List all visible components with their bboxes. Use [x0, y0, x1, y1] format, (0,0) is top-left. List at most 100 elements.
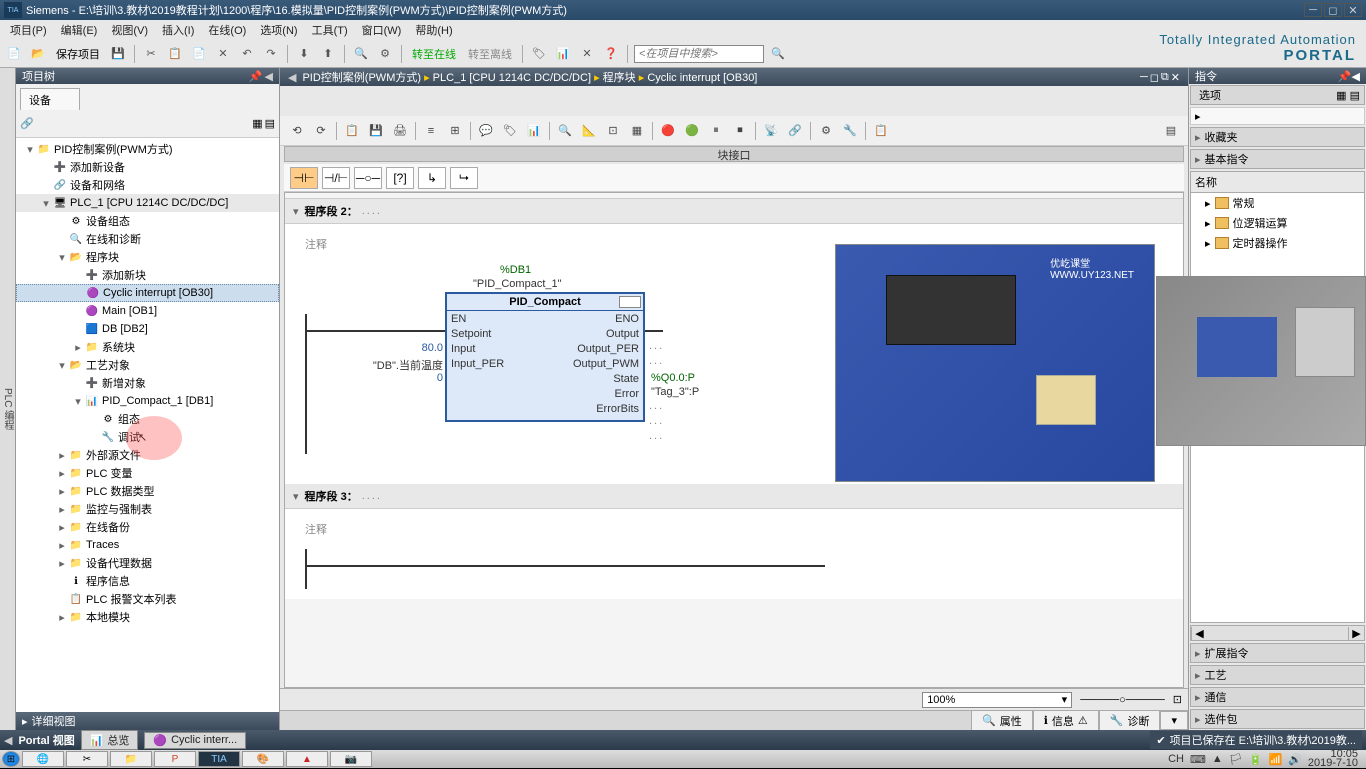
etb-21[interactable]: ⚙	[815, 120, 837, 142]
menu-item[interactable]: 在线(O)	[202, 20, 252, 40]
tb-icon-4[interactable]: ❓	[601, 44, 621, 64]
etb-12[interactable]: 📐	[578, 120, 600, 142]
minimize-button[interactable]: ─	[1304, 3, 1322, 17]
lad-box-icon[interactable]: [?]	[386, 167, 414, 189]
tree-node[interactable]: ▾📂工艺对象	[16, 356, 279, 374]
crumb-item[interactable]: PID控制案例(PWM方式)	[302, 72, 421, 84]
tray-icon[interactable]: 🔋	[1249, 753, 1263, 766]
tb-icon-1[interactable]: 🏷	[529, 44, 549, 64]
segment-2-header[interactable]: ▾ 程序段 2： ....	[285, 199, 1183, 224]
tray-icon[interactable]: 🔊	[1288, 753, 1302, 766]
etb-16[interactable]: 🟢	[681, 120, 703, 142]
menu-item[interactable]: 窗口(W)	[356, 20, 408, 40]
etb-4[interactable]: 💾	[365, 120, 387, 142]
properties-tab[interactable]: 🔍属性	[971, 710, 1033, 732]
tree-node[interactable]: ▾🖥PLC_1 [CPU 1214C DC/DC/DC]	[16, 194, 279, 212]
menu-item[interactable]: 项目(P)	[4, 20, 53, 40]
start-button[interactable]: ⊞	[2, 751, 20, 767]
etb-20[interactable]: 🔗	[784, 120, 806, 142]
etb-22[interactable]: 🔧	[839, 120, 861, 142]
etb-8[interactable]: 💬	[475, 120, 497, 142]
tree-tb-view1[interactable]: ▦	[252, 117, 262, 130]
close-button[interactable]: ✕	[1344, 3, 1362, 17]
etb-1[interactable]: ⟲	[286, 120, 308, 142]
etb-19[interactable]: 📡	[760, 120, 782, 142]
zoom-fit[interactable]: ⊡	[1173, 693, 1182, 706]
menu-item[interactable]: 工具(T)	[306, 20, 354, 40]
delete-button[interactable]: ✕	[213, 44, 233, 64]
etb-17[interactable]: ⏸	[705, 120, 727, 142]
etb-15[interactable]: 🔴	[657, 120, 679, 142]
save-icon[interactable]: 💾	[108, 44, 128, 64]
lad-branch2-icon[interactable]: ⮡	[450, 167, 478, 189]
tree-node[interactable]: ▸📁监控与强制表	[16, 500, 279, 518]
explorer-icon[interactable]: 📁	[110, 751, 152, 767]
favorites-section[interactable]: ▸收藏夹	[1190, 127, 1365, 147]
info-tab[interactable]: ℹ信息⚠	[1033, 710, 1099, 732]
project-search-input[interactable]	[634, 45, 764, 63]
tray-icon[interactable]: 🏳	[1229, 753, 1243, 766]
tree-node[interactable]: ▾📂程序块	[16, 248, 279, 266]
lad-contact-not-icon[interactable]: ⊣/⊢	[322, 167, 350, 189]
tb-icon-3[interactable]: ✕	[577, 44, 597, 64]
input-per-value[interactable]: 0	[437, 372, 443, 384]
etb-5[interactable]: 🖨	[389, 120, 411, 142]
tree-node[interactable]: ▾📊PID_Compact_1 [DB1]	[16, 392, 279, 410]
upload-button[interactable]: ⬆	[318, 44, 338, 64]
new-project-button[interactable]: 📄	[4, 44, 24, 64]
tree-node[interactable]: ▸📁设备代理数据	[16, 554, 279, 572]
maximize-button[interactable]: ◻	[1324, 3, 1342, 17]
chrome-icon[interactable]: 🌐	[22, 751, 64, 767]
options-section[interactable]: 选项▦ ▤	[1190, 85, 1365, 105]
snip-icon[interactable]: ✂	[66, 751, 108, 767]
zoom-select[interactable]: 100%▾	[922, 692, 1072, 708]
editor-min[interactable]: ─	[1140, 71, 1148, 84]
ime-indicator[interactable]: CH	[1168, 753, 1184, 765]
tray-icon[interactable]: ⌨	[1190, 753, 1206, 766]
cyclic-tab[interactable]: 🟣Cyclic interr...	[144, 732, 246, 749]
tree-node[interactable]: 🔍在线和诊断	[16, 230, 279, 248]
paste-button[interactable]: 📄	[189, 44, 209, 64]
detail-view-header[interactable]: ▸详细视图	[16, 712, 279, 730]
ladder-canvas[interactable]: ▾ 程序段 2： .... 注释 %DB1 "PID_Compact_1" PI…	[284, 192, 1184, 688]
etb-14[interactable]: ▦	[626, 120, 648, 142]
etb-2[interactable]: ⟳	[310, 120, 332, 142]
tree-node[interactable]: 🟣Main [OB1]	[16, 302, 279, 320]
menu-item[interactable]: 编辑(E)	[55, 20, 104, 40]
tree-node[interactable]: 📋PLC 报警文本列表	[16, 590, 279, 608]
extended-section[interactable]: ▸扩展指令	[1190, 643, 1365, 663]
portal-view-button[interactable]: Portal 视图	[18, 732, 74, 748]
etb-11[interactable]: 🔍	[554, 120, 576, 142]
devices-tab[interactable]: 设备	[20, 88, 80, 110]
powerpoint-icon[interactable]: P	[154, 751, 196, 767]
setpoint-value[interactable]: 80.0	[422, 342, 443, 354]
diagnostics-tab[interactable]: 🔧诊断	[1099, 710, 1161, 732]
block-interface-bar[interactable]: 块接口	[284, 146, 1184, 162]
pdf-icon[interactable]: ▲	[286, 751, 328, 767]
etb-expand[interactable]: ▤	[1160, 120, 1182, 142]
lad-contact-icon[interactable]: ⊣⊢	[290, 167, 318, 189]
editor-float[interactable]: ⧉	[1161, 71, 1169, 84]
tree-node[interactable]: ℹ程序信息	[16, 572, 279, 590]
tree-node[interactable]: ▸📁系统块	[16, 338, 279, 356]
tree-node[interactable]: ▸📁本地模块	[16, 608, 279, 626]
tree-node[interactable]: ➕添加新块	[16, 266, 279, 284]
tree-node[interactable]: ⚙组态	[16, 410, 279, 428]
cut-button[interactable]: ✂	[141, 44, 161, 64]
tree-tb-1[interactable]: 🔗	[20, 117, 34, 130]
etb-13[interactable]: ⊡	[602, 120, 624, 142]
right-pin-icon[interactable]: 📌◀	[1338, 70, 1360, 83]
app-icon-1[interactable]: 🎨	[242, 751, 284, 767]
right-scrollbar[interactable]: ◀▶	[1190, 625, 1365, 641]
tree-node[interactable]: ▸📁Traces	[16, 536, 279, 554]
lad-branch-icon[interactable]: ↳	[418, 167, 446, 189]
crumb-back[interactable]: ◀	[288, 71, 296, 84]
tray-icon[interactable]: 📶	[1268, 753, 1282, 766]
tree-node[interactable]: ▸📁PLC 变量	[16, 464, 279, 482]
crumb-item[interactable]: Cyclic interrupt [OB30]	[647, 72, 757, 84]
undo-button[interactable]: ↶	[237, 44, 257, 64]
redo-button[interactable]: ↷	[261, 44, 281, 64]
tree-node[interactable]: 🔧调试↖	[16, 428, 279, 446]
search-button[interactable]: 🔍	[351, 44, 371, 64]
overview-tab[interactable]: 📊总览	[81, 730, 139, 750]
